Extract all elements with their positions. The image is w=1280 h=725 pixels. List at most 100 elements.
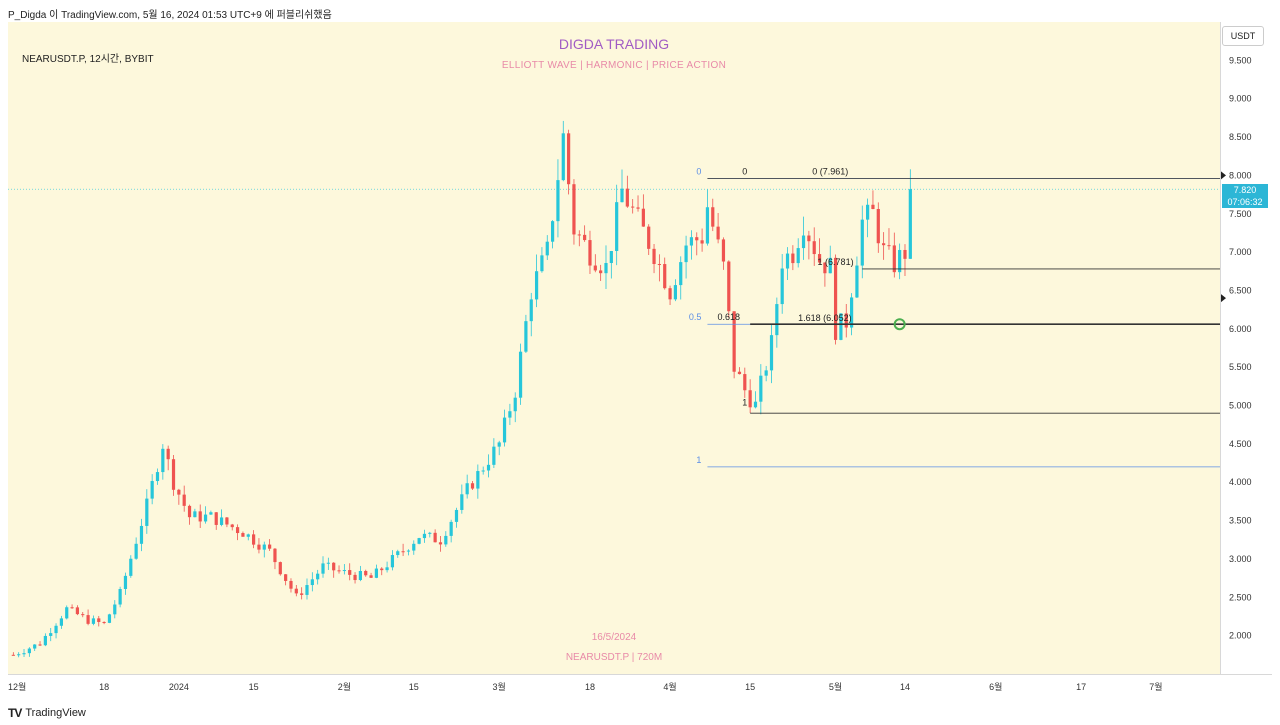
candle-body [401, 551, 405, 553]
candle-body [139, 525, 144, 544]
candle-body [27, 648, 31, 654]
price-tick-label: 2.000 [1229, 631, 1252, 641]
watermark-subtitle: ELLIOTT WAVE | HARMONIC | PRICE ACTION [501, 60, 727, 71]
candle-body [316, 573, 320, 580]
candle-body [284, 574, 288, 581]
candle-body [438, 542, 443, 545]
candle-body [599, 270, 603, 274]
candle-body [454, 509, 459, 522]
candle-body [737, 371, 742, 375]
fib-ratio-label: 0 [696, 166, 701, 176]
candle-body [81, 614, 85, 616]
candle-body [711, 207, 715, 227]
time-tick-label: 5월 [829, 681, 842, 692]
candlestick-chart[interactable]: 0 0.5 1 0 0.618 1 0 (7.961) 1 (6.781) 1.618 (6.0… [8, 22, 1220, 674]
symbol-info[interactable]: NEARUSDT.P, 12시간, BYBIT [22, 54, 154, 65]
chart-background [8, 22, 1220, 674]
candle-body [54, 625, 58, 634]
candle-body [727, 261, 731, 312]
time-tick-label: 18 [585, 682, 595, 692]
candle-body [615, 202, 619, 251]
candle-body [225, 517, 229, 525]
candle-body [567, 133, 571, 185]
candle-body [353, 574, 357, 581]
candle-body [716, 226, 720, 240]
candle-body [695, 237, 699, 241]
candle-body [123, 575, 128, 590]
candle-body [374, 568, 379, 578]
candle-body [235, 527, 240, 534]
candle-body [753, 401, 758, 408]
candle-body [43, 635, 47, 646]
price-tick-label: 6.500 [1229, 285, 1252, 295]
candle-body [609, 250, 613, 264]
candle-body [796, 248, 800, 264]
level-annotation: 1 [742, 397, 747, 407]
candle-body [743, 374, 747, 391]
price-tick-label: 8.000 [1229, 170, 1252, 180]
candle-body [492, 446, 496, 465]
candle-body [396, 551, 400, 556]
candle-body [252, 534, 256, 545]
candle-body [534, 271, 539, 300]
candle-body [150, 481, 154, 499]
candle-body [230, 524, 234, 528]
candle-body [502, 417, 507, 443]
watermark-title: DIGDA TRADING [558, 36, 670, 52]
candle-body [11, 654, 15, 656]
candle-body [636, 207, 640, 209]
candle-body [721, 239, 726, 262]
time-tick-label: 18 [99, 682, 109, 692]
candle-body [65, 607, 69, 619]
candle-body [871, 204, 875, 209]
candle-body [476, 471, 480, 489]
candle-body [625, 188, 629, 207]
candle-body [273, 548, 277, 563]
candle-body [577, 234, 581, 236]
candle-body [663, 264, 667, 289]
candle-body [833, 257, 838, 340]
currency-button[interactable]: USDT [1222, 26, 1264, 46]
candle-body [898, 249, 902, 273]
bar-countdown: 07:06:32 [1227, 197, 1263, 207]
candle-body [385, 567, 389, 571]
candle-body [513, 397, 517, 412]
time-axis[interactable]: 12월 18 2024 15 2월 15 3월 18 4월 15 5월 14 6월 17 7월 [8, 674, 1272, 697]
time-tick-label: 3월 [493, 681, 506, 692]
candle-body [342, 570, 346, 572]
candle-body [268, 544, 272, 549]
tradingview-logo[interactable]: TV TradingView [8, 706, 86, 720]
price-axis[interactable]: 9.500 9.000 8.500 8.000 7.500 7.000 6.500 6.000… [1220, 22, 1273, 674]
candle-body [812, 241, 816, 255]
candle-body [769, 335, 774, 371]
candle-body [593, 265, 597, 271]
candle-body [294, 588, 298, 594]
candle-body [59, 618, 63, 626]
publish-bar: P_Digda 이 TradingView.com, 5월 16, 2024 0… [0, 0, 1280, 22]
chart-area[interactable]: 0 0.5 1 0 0.618 1 0 (7.961) 1 (6.781) 1.618 (6.0… [8, 22, 1220, 674]
candle-body [465, 483, 469, 495]
time-tick-label: 7월 [1149, 681, 1162, 692]
price-tick-label: 2.500 [1229, 592, 1252, 602]
tradingview-brand: TradingView [25, 707, 86, 719]
time-tick-label: 15 [745, 682, 755, 692]
time-tick-label: 2024 [169, 682, 189, 692]
candle-body [673, 285, 678, 300]
candle-body [17, 654, 21, 656]
fib-ratio-label: 0.5 [689, 312, 702, 322]
candle-body [572, 184, 576, 235]
candle-body [241, 533, 245, 537]
candle-body [380, 568, 384, 571]
candle-body [171, 459, 176, 490]
candle-body [107, 614, 112, 623]
candle-body [839, 313, 843, 340]
candle-body [764, 370, 768, 376]
candle-body [652, 248, 656, 265]
candle-body [785, 253, 790, 269]
candle-body [866, 204, 870, 220]
candle-body [91, 618, 96, 624]
candle-body [529, 299, 533, 322]
price-axis-arrow-icon [1221, 294, 1226, 303]
candle-body [807, 235, 811, 242]
candle-body [198, 511, 202, 522]
